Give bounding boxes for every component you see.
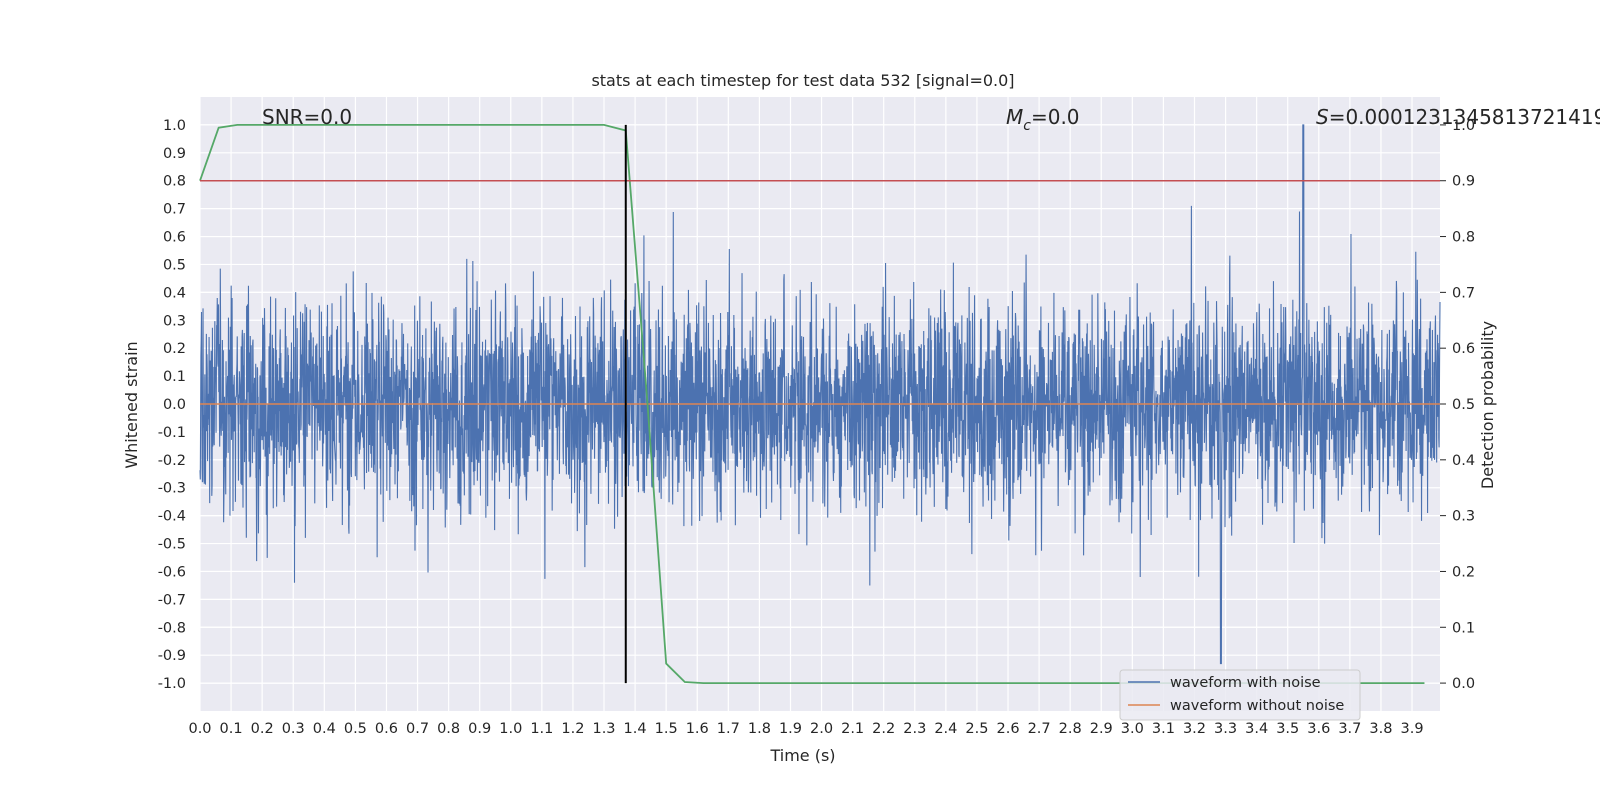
x-tick-label: 1.0 [499,721,522,737]
y-right-tick-label: 1.0 [1452,118,1475,134]
y-left-tick-label: -1.0 [158,676,186,692]
y-axis-left-ticks: 1.0 0.9 0.8 0.7 0.6 0.5 0.4 0.3 0.2 0.1 0.0 -0.1 -0.… [158,118,186,692]
y-axis-left-label: Whitened strain [122,341,141,468]
legend-label-noise: waveform with noise [1170,675,1321,691]
y-left-tick-label: -0.3 [158,481,186,497]
y-right-tick-label: 0.0 [1452,676,1475,692]
y-left-tick-label: 0.9 [163,146,186,162]
x-tick-label: 0.4 [313,721,336,737]
x-tick-label: 0.5 [344,721,367,737]
x-tick-label: 1.1 [530,721,553,737]
y-right-tick-label: 0.5 [1452,397,1475,413]
x-tick-label: 3.8 [1369,721,1392,737]
x-tick-label: 1.2 [561,721,584,737]
x-axis-ticks: 0.0 0.1 0.2 0.3 0.4 0.5 0.6 0.7 0.8 0.9 1.0 1.1 1.2 1… [188,721,1423,737]
x-tick-label: 0.3 [282,721,305,737]
y-left-tick-label: 0.0 [163,397,186,413]
x-tick-label: 3.1 [1152,721,1175,737]
y-left-tick-label: -0.1 [158,425,186,441]
x-tick-label: 2.0 [810,721,833,737]
x-tick-label: 0.9 [468,721,491,737]
x-tick-label: 3.3 [1214,721,1237,737]
y-right-tick-label: 0.7 [1452,285,1475,301]
mc-symbol: M [1006,105,1023,129]
y-axis-right-ticks: 1.0 0.9 0.8 0.7 0.6 0.5 0.4 0.3 0.2 0.1 0.0 [1440,118,1475,692]
x-tick-label: 0.0 [188,721,211,737]
x-tick-label: 2.2 [872,721,895,737]
legend-label-clean: waveform without noise [1170,698,1344,714]
y-left-tick-label: 0.1 [163,369,186,385]
y-left-tick-label: 1.0 [163,118,186,134]
s-symbol: S [1316,105,1329,129]
y-right-tick-label: 0.2 [1452,564,1475,580]
x-tick-label: 3.0 [1121,721,1144,737]
x-tick-label: 0.6 [375,721,398,737]
series-layer [199,124,1441,684]
x-tick-label: 3.6 [1307,721,1330,737]
y-right-tick-label: 0.8 [1452,230,1475,246]
y-left-tick-label: -0.2 [158,453,186,469]
series-detection-probability [199,124,1425,684]
x-axis-label: Time (s) [769,746,835,765]
x-tick-label: 0.8 [437,721,460,737]
x-tick-label: 1.6 [686,721,709,737]
y-left-tick-label: 0.4 [163,285,186,301]
legend-box [1119,669,1361,721]
y-left-tick-label: -0.9 [158,648,186,664]
y-left-tick-label: 0.3 [163,313,186,329]
x-tick-label: 1.9 [779,721,802,737]
y-left-tick-label: 0.5 [163,257,186,273]
x-tick-label: 3.5 [1276,721,1299,737]
y-axis-right-label: Detection probability [1478,321,1497,489]
y-right-tick-label: 0.3 [1452,509,1475,525]
x-tick-label: 2.4 [934,721,957,737]
x-tick-label: 1.8 [748,721,771,737]
legend: waveform with noise waveform without noi… [1119,669,1361,721]
y-left-tick-label: 0.6 [163,230,186,246]
y-right-tick-label: 0.9 [1452,174,1475,190]
x-tick-label: 1.5 [655,721,678,737]
y-right-tick-label: 0.1 [1452,620,1475,636]
y-left-tick-label: -0.7 [158,592,186,608]
y-left-tick-label: -0.5 [158,537,186,553]
x-tick-label: 2.5 [965,721,988,737]
mc-subscript: c [1023,118,1031,134]
x-tick-label: 3.9 [1400,721,1423,737]
y-right-tick-label: 0.6 [1452,341,1475,357]
x-tick-label: 3.7 [1338,721,1361,737]
x-tick-label: 1.7 [717,721,740,737]
s-value: =0.00012313458137214195 [1329,105,1600,129]
series-waveform-with-noise [199,124,1441,665]
x-tick-label: 2.3 [903,721,926,737]
x-tick-label: 2.8 [1059,721,1082,737]
mc-value: =0.0 [1031,105,1080,129]
y-left-tick-label: 0.8 [163,174,186,190]
x-tick-label: 0.7 [406,721,429,737]
x-tick-label: 2.9 [1090,721,1113,737]
x-tick-label: 3.2 [1183,721,1206,737]
y-right-tick-label: 0.4 [1452,453,1475,469]
y-left-tick-label: 0.2 [163,341,186,357]
y-left-tick-label: -0.8 [158,620,186,636]
x-tick-label: 2.7 [1028,721,1051,737]
x-tick-label: 2.1 [841,721,864,737]
x-tick-label: 3.4 [1245,721,1268,737]
chart-title: stats at each timestep for test data 532… [591,71,1014,90]
x-tick-label: 2.6 [996,721,1019,737]
y-left-tick-label: -0.4 [158,509,186,525]
x-tick-label: 0.1 [220,721,243,737]
mc-annotation: Mc=0.0 [1006,105,1080,134]
x-tick-label: 0.2 [251,721,274,737]
s-annotation: S=0.00012313458137214195 [1316,105,1600,129]
y-left-tick-label: 0.7 [163,202,186,218]
y-left-tick-label: -0.6 [158,564,186,580]
snr-annotation: SNR=0.0 [262,105,352,129]
x-tick-label: 1.4 [624,721,647,737]
x-tick-label: 1.3 [592,721,615,737]
